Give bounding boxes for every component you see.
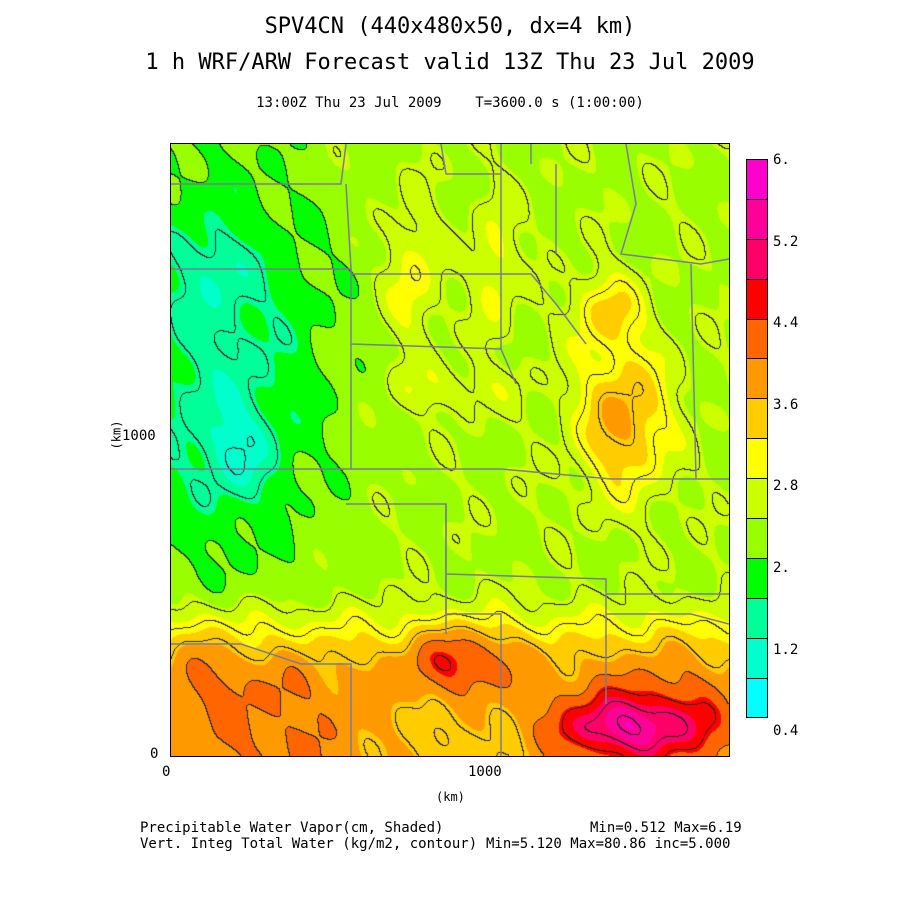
state-border-line: [620, 144, 729, 265]
footer-shaded-label: Precipitable Water Vapor(cm, Shaded): [140, 820, 444, 836]
state-border-line: [445, 504, 607, 704]
colorbar-swatch: [746, 677, 768, 719]
valid-time-subtitle: 13:00Z Thu 23 Jul 2009 T=3600.0 s (1:00:…: [256, 95, 644, 111]
colorbar-swatch: [746, 518, 768, 559]
colorbar-label: 5.2: [773, 233, 799, 250]
colorbar-swatch: [746, 637, 768, 679]
x-axis-label: (km): [436, 790, 465, 804]
state-border-line: [500, 144, 517, 385]
colorbar-label: 4.4: [773, 315, 799, 332]
state-border-line: [346, 503, 447, 634]
precipitable-water-map: [170, 143, 730, 757]
x-tick-0: 0: [162, 764, 171, 780]
state-border-line: [171, 144, 347, 185]
state-border-line: [690, 263, 697, 480]
colorbar-swatch: [746, 159, 768, 200]
colorbar-swatch: [746, 398, 768, 440]
colorbar-swatch: [746, 557, 768, 599]
colorbar-swatch: [746, 318, 768, 360]
footer-shaded-stats: Min=0.512 Max=6.19: [590, 820, 742, 836]
state-border-line: [445, 574, 502, 756]
colorbar: [746, 159, 768, 719]
x-tick-1000: 1000: [468, 764, 502, 780]
colorbar-swatch: [746, 278, 768, 320]
colorbar-label: 6.: [773, 152, 790, 168]
colorbar-label: 2.8: [773, 478, 799, 495]
state-borders: [171, 144, 729, 756]
colorbar-swatch: [746, 478, 768, 520]
colorbar-label: 2.: [773, 560, 790, 576]
y-tick-0: 0: [150, 746, 159, 762]
colorbar-swatch: [746, 238, 768, 280]
state-border-line: [171, 468, 729, 480]
shaded-field: [171, 144, 729, 756]
title-line-2: 1 h WRF/ARW Forecast valid 13Z Thu 23 Ju…: [145, 50, 755, 75]
state-border-line: [351, 273, 587, 345]
colorbar-swatch: [746, 438, 768, 480]
colorbar-swatch: [746, 198, 768, 240]
state-border-line: [606, 613, 729, 625]
state-border-line: [171, 183, 352, 270]
colorbar-swatch: [746, 597, 768, 639]
colorbar-label: 3.6: [773, 396, 799, 413]
state-border-line: [350, 269, 502, 350]
y-tick-1000: 1000: [122, 428, 156, 444]
colorbar-swatch: [746, 358, 768, 400]
state-border-line: [440, 144, 501, 175]
colorbar-label: 0.4: [773, 723, 799, 740]
footer-contour-label: Vert. Integ Total Water (kg/m2, contour): [140, 836, 478, 852]
state-border-line: [171, 643, 352, 756]
title-line-1: SPV4CN (440x480x50, dx=4 km): [264, 14, 636, 39]
colorbar-label: 1.2: [773, 641, 799, 658]
footer-contour-stats: Min=5.120 Max=80.86 inc=5.000: [486, 836, 731, 852]
